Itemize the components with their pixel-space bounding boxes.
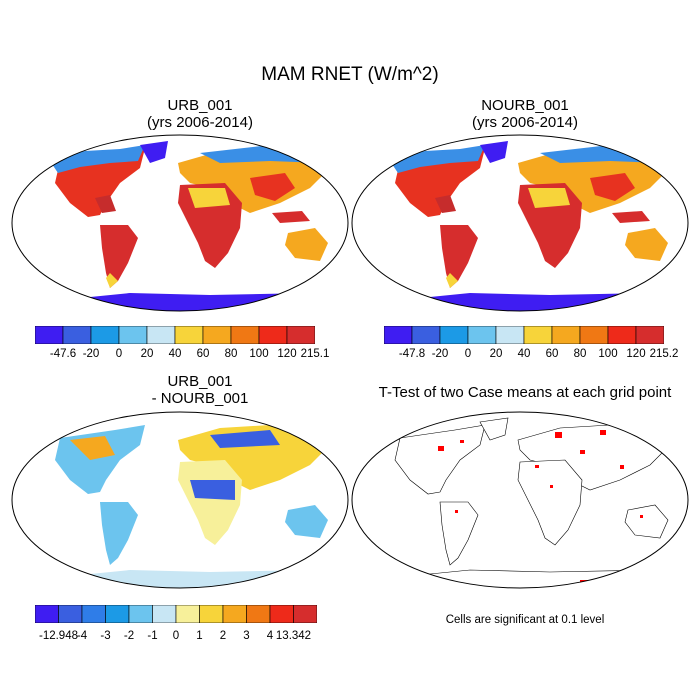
colorbar-swatch bbox=[293, 605, 317, 623]
colorbar-tick-label: 1 bbox=[196, 630, 203, 642]
colorbar-tick-label: 40 bbox=[168, 348, 182, 360]
colorbar-tick-label: -20 bbox=[431, 348, 449, 360]
colorbar-swatch bbox=[58, 605, 83, 623]
colorbar-tick-label: 0 bbox=[115, 348, 123, 360]
colorbar-tick-label: 120 bbox=[277, 348, 297, 360]
map-difference-land bbox=[20, 425, 340, 588]
colorbar-swatch bbox=[105, 605, 130, 623]
colorbar-swatch bbox=[199, 605, 224, 623]
colorbar-swatch bbox=[384, 326, 413, 344]
colorbar-tick-label: 100 bbox=[249, 348, 269, 360]
colorbar-tick-label: 100 bbox=[598, 348, 618, 360]
panel-title-urb: URB_001 (yrs 2006-2014) bbox=[147, 97, 253, 131]
colorbar-swatch bbox=[175, 605, 200, 623]
colorbar-tick-label: 20 bbox=[489, 348, 503, 360]
colorbar-swatch bbox=[635, 326, 664, 344]
colorbar-swatch bbox=[230, 326, 260, 344]
colorbar-tick-label: 13.342 bbox=[275, 630, 312, 642]
colorbar-tick-label: 215.2 bbox=[649, 348, 679, 360]
colorbar-urb bbox=[35, 326, 315, 344]
map-nourb-land bbox=[360, 141, 680, 311]
colorbar-tick-label: 20 bbox=[140, 348, 154, 360]
map-ttest bbox=[351, 411, 689, 589]
map-urb-land bbox=[20, 141, 340, 311]
panel-title-nourb: NOURB_001 (yrs 2006-2014) bbox=[472, 97, 578, 131]
map-urb bbox=[11, 134, 349, 312]
colorbar-swatch bbox=[35, 326, 64, 344]
map-ttest-land bbox=[359, 417, 681, 588]
colorbar-tick-label: 215.1 bbox=[300, 348, 330, 360]
colorbar-swatch bbox=[62, 326, 92, 344]
colorbar-swatch bbox=[258, 326, 288, 344]
colorbar-swatch bbox=[439, 326, 469, 344]
colorbar-tick-label: 4 bbox=[266, 630, 274, 642]
colorbar-swatch bbox=[467, 326, 497, 344]
panel-title-diff: URB_001 - NOURB_001 bbox=[151, 373, 249, 407]
significance-note: Cells are significant at 0.1 level bbox=[445, 614, 605, 626]
colorbar-tick-label: -20 bbox=[82, 348, 100, 360]
colorbar-tick-label: -12.948 bbox=[38, 630, 79, 642]
colorbar-tick-label: 60 bbox=[545, 348, 559, 360]
colorbar-swatch bbox=[152, 605, 177, 623]
colorbar-swatch bbox=[128, 605, 153, 623]
colorbar-tick-label: 40 bbox=[517, 348, 531, 360]
colorbar-tick-label: 80 bbox=[573, 348, 587, 360]
colorbar-tick-label: -3 bbox=[100, 630, 111, 642]
colorbar-tick-label: -2 bbox=[123, 630, 135, 642]
map-nourb bbox=[351, 134, 689, 312]
colorbar-tick-label: -47.6 bbox=[49, 348, 77, 360]
colorbar-swatch bbox=[146, 326, 176, 344]
colorbar-swatch bbox=[202, 326, 232, 344]
colorbar-swatch bbox=[495, 326, 525, 344]
panel-title-ttest: T-Test of two Case means at each grid po… bbox=[378, 384, 672, 401]
colorbar-tick-label: 80 bbox=[224, 348, 238, 360]
colorbar-tick-label: -1 bbox=[147, 630, 158, 642]
colorbar-swatch bbox=[269, 605, 294, 623]
colorbar-swatch bbox=[118, 326, 148, 344]
colorbar-swatch bbox=[286, 326, 315, 344]
colorbar-nourb bbox=[384, 326, 664, 344]
colorbar-tick-label: -47.8 bbox=[398, 348, 426, 360]
colorbar-swatch bbox=[523, 326, 553, 344]
colorbar-swatch bbox=[81, 605, 106, 623]
colorbar-tick-label: 2 bbox=[219, 630, 227, 642]
colorbar-swatch bbox=[607, 326, 637, 344]
colorbar-tick-label: 3 bbox=[243, 630, 250, 642]
colorbar-swatch bbox=[579, 326, 609, 344]
colorbar-tick-label: 0 bbox=[172, 630, 180, 642]
colorbar-difference bbox=[35, 605, 317, 623]
colorbar-tick-label: 60 bbox=[196, 348, 210, 360]
colorbar-swatch bbox=[246, 605, 271, 623]
colorbar-swatch bbox=[35, 605, 59, 623]
colorbar-swatch bbox=[222, 605, 247, 623]
map-difference bbox=[11, 411, 349, 589]
colorbar-tick-label: -4 bbox=[76, 630, 88, 642]
colorbar-swatch bbox=[174, 326, 204, 344]
colorbar-swatch bbox=[90, 326, 120, 344]
colorbar-tick-label: 0 bbox=[464, 348, 472, 360]
colorbar-swatch bbox=[551, 326, 581, 344]
figure-title: MAM RNET (W/m^2) bbox=[261, 64, 439, 85]
colorbar-swatch bbox=[411, 326, 441, 344]
colorbar-tick-label: 120 bbox=[626, 348, 646, 360]
